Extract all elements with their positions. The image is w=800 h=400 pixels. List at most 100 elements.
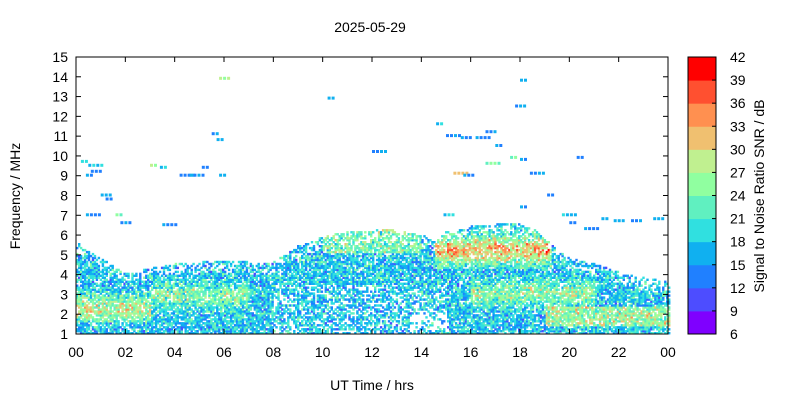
heatmap-cell: [149, 290, 152, 293]
heatmap-cell: [314, 318, 318, 321]
heatmap-cell: [79, 328, 83, 331]
heatmap-cell: [188, 328, 191, 331]
heatmap-cell: [200, 308, 203, 311]
heatmap-cell: [200, 274, 203, 277]
heatmap-cell: [393, 231, 397, 234]
heatmap-cell: [381, 300, 385, 303]
heatmap-cell: [172, 300, 176, 303]
heatmap-cell: [377, 272, 381, 276]
heatmap-cell: [204, 332, 207, 335]
heatmap-cell: [370, 243, 373, 246]
heatmap-cell: [243, 270, 247, 274]
heatmap-cell: [393, 260, 397, 264]
heatmap-cell: [113, 330, 116, 333]
heatmap-cell: [265, 266, 268, 270]
heatmap-cell: [387, 256, 391, 260]
heatmap-cell: [366, 274, 369, 277]
heatmap-cell: [97, 308, 101, 311]
heatmap-cell: [241, 260, 245, 264]
heatmap-cell: [233, 298, 237, 301]
heatmap-cell: [368, 278, 371, 281]
heatmap-cell: [101, 286, 105, 289]
heatmap-cell: [379, 246, 383, 250]
heatmap-cell: [374, 239, 377, 242]
heatmap-cell: [170, 330, 174, 333]
heatmap-cell: [403, 233, 406, 236]
heatmap-cell: [289, 278, 292, 281]
heatmap-cell: [147, 322, 150, 325]
heatmap-cell: [210, 284, 213, 287]
heatmap-cell: [249, 286, 253, 289]
heatmap-cell: [162, 294, 166, 297]
heatmap-cell: [141, 290, 144, 293]
heatmap-cell: [301, 260, 304, 264]
heatmap-cell: [89, 332, 93, 335]
heatmap-cell: [109, 296, 112, 299]
heatmap-cell: [216, 302, 219, 305]
heatmap-cell: [338, 282, 341, 285]
heatmap-cell: [277, 288, 280, 291]
heatmap-cell: [332, 250, 335, 254]
heatmap-cell: [237, 314, 241, 317]
heatmap-cell: [267, 310, 270, 313]
heatmap-cell: [97, 324, 101, 327]
heatmap-cell: [293, 300, 296, 303]
heatmap-cell: [245, 320, 249, 323]
heatmap-cell: [332, 272, 335, 276]
heatmap-cell: [383, 292, 387, 295]
heatmap-cell: [265, 276, 268, 279]
heatmap-cell: [109, 300, 112, 303]
heatmap-cell: [168, 296, 172, 299]
heatmap-cell: [218, 320, 221, 323]
heatmap-cell: [320, 266, 324, 270]
heatmap-cell: [164, 304, 168, 307]
heatmap-cell: [407, 306, 410, 309]
heatmap-cell: [350, 278, 353, 281]
heatmap-cell: [338, 258, 341, 262]
heatmap-cell: [91, 292, 95, 295]
heatmap-cell: [320, 324, 324, 327]
heatmap-cell: [389, 306, 393, 309]
heatmap-cell: [362, 300, 365, 303]
heatmap-cell: [204, 284, 207, 287]
heatmap-cell: [237, 268, 241, 272]
heatmap-cell: [397, 306, 401, 309]
heatmap-cell: [249, 284, 253, 287]
heatmap-cell: [257, 324, 260, 327]
heatmap-cell: [265, 288, 268, 291]
heatmap-cell: [387, 306, 391, 309]
heatmap-cell: [269, 320, 272, 323]
heatmap-cell: [222, 280, 225, 283]
heatmap-cell: [186, 314, 189, 317]
heatmap-cell: [326, 241, 329, 244]
heatmap-cell: [265, 318, 268, 321]
heatmap-cell: [91, 282, 95, 285]
heatmap-cell: [79, 300, 83, 303]
heatmap-cell: [334, 268, 337, 272]
heatmap-cell: [263, 288, 266, 291]
heatmap-cell: [182, 318, 185, 321]
heatmap-cell: [99, 328, 103, 331]
heatmap-cell: [202, 294, 205, 297]
heatmap-cell: [226, 262, 229, 266]
heatmap-cell: [119, 302, 122, 305]
heatmap-cell: [405, 282, 408, 285]
heatmap-cell: [93, 294, 97, 297]
heatmap-cell: [310, 306, 314, 309]
heatmap-cell: [263, 306, 266, 309]
heatmap-cell: [115, 308, 118, 311]
heatmap-cell: [178, 286, 181, 289]
heatmap-cell: [239, 332, 243, 335]
heatmap-cell: [379, 268, 383, 272]
heatmap-cell: [328, 276, 331, 279]
heatmap-cell: [111, 304, 114, 307]
heatmap-cell: [334, 322, 337, 325]
heatmap-cell: [409, 288, 412, 291]
heatmap-cell: [302, 284, 306, 287]
heatmap-cell: [162, 296, 166, 299]
heatmap-cell: [336, 268, 339, 272]
heatmap-cell: [340, 264, 343, 268]
heatmap-cell: [235, 332, 239, 335]
heatmap-cell: [184, 306, 187, 309]
heatmap-cell: [233, 272, 237, 276]
